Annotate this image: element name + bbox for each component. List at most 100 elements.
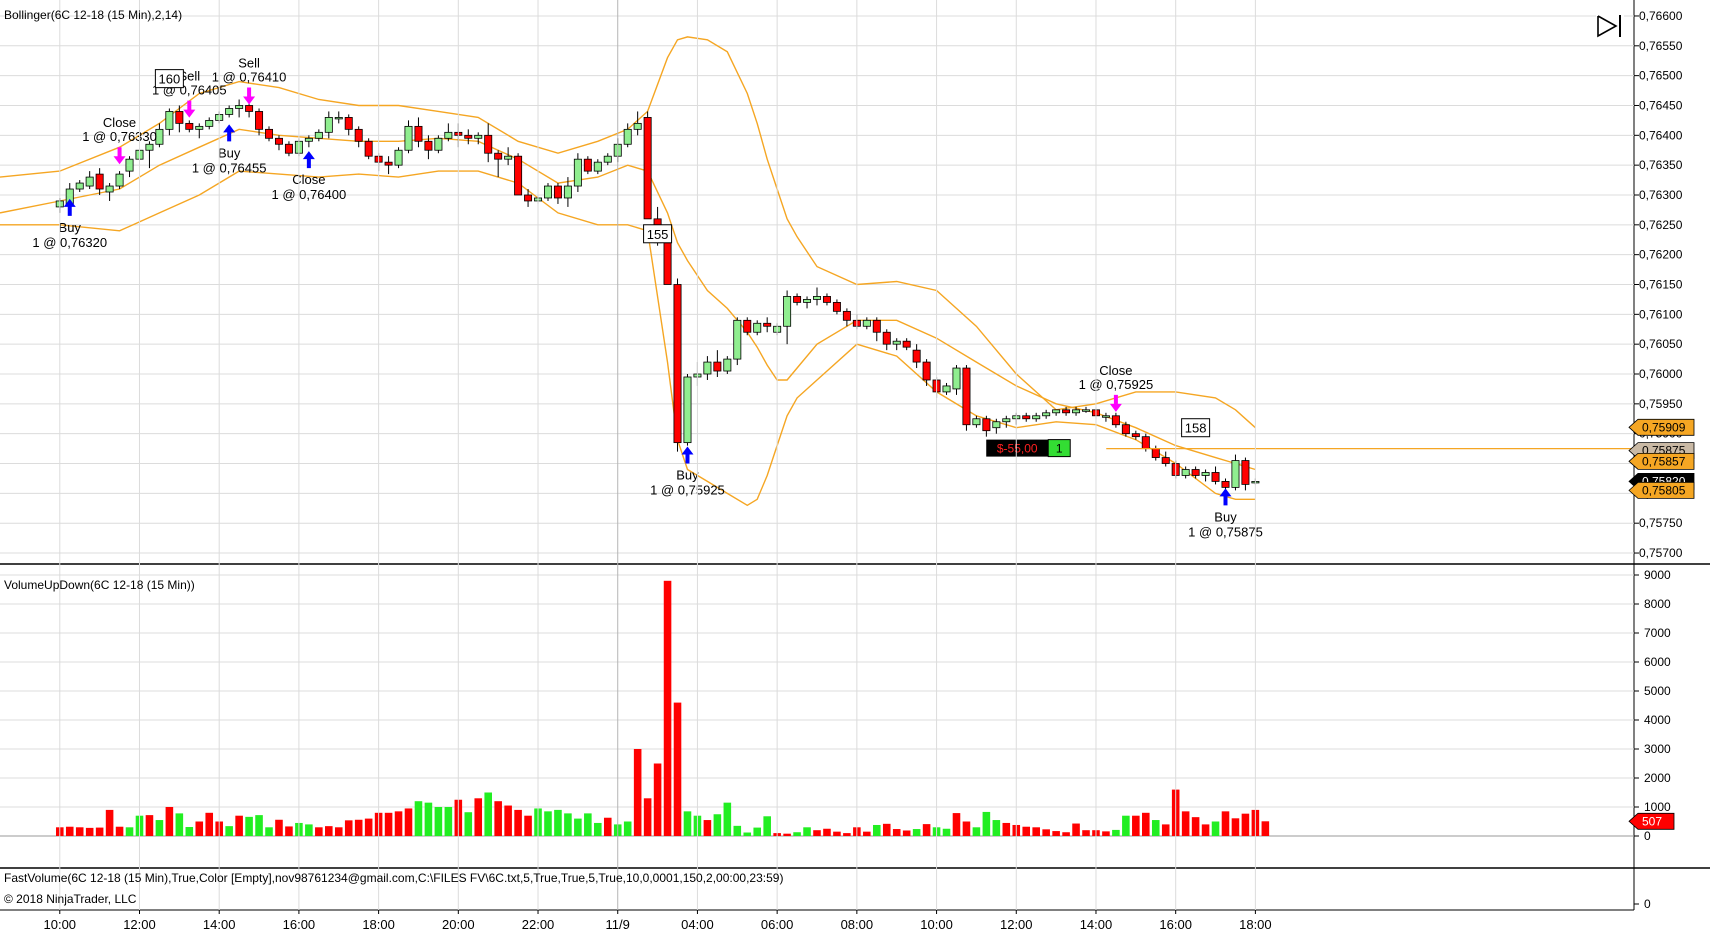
volume-y-label: 8000 (1644, 597, 1671, 611)
candle (1032, 412, 1041, 422)
price-panel-title: Bollinger(6C 12-18 (15 Min),2,14) (4, 8, 182, 22)
candle (165, 108, 174, 136)
candle (573, 153, 582, 193)
candle (474, 132, 483, 145)
volume-bar (1022, 826, 1031, 836)
candle-body (364, 140, 373, 157)
candle (424, 135, 433, 160)
volume-bar (65, 826, 74, 836)
trade-label-fill: 1 @ 0,75875 (1188, 524, 1263, 539)
x-tick-label: 10:00 (44, 917, 77, 932)
candle-body (563, 185, 572, 199)
candle-body (623, 128, 632, 145)
candle-body (1211, 472, 1220, 482)
candle (633, 111, 642, 136)
candle-body (713, 361, 722, 372)
price-grid: 0,76600 0,76550 0,76500 0,76450 0,76400 0,763… (0, 9, 1683, 560)
candle (952, 365, 961, 395)
candle-body (803, 299, 812, 303)
candle-body (314, 131, 323, 139)
x-tick-label: 08:00 (841, 917, 874, 932)
candle (504, 147, 513, 166)
price-tag-shape (1628, 481, 1695, 499)
candle-body (912, 349, 921, 363)
candle-body (274, 137, 283, 145)
volume-y-label: 2000 (1644, 771, 1671, 785)
candle-body (225, 108, 234, 115)
x-tick-label: 18:00 (362, 917, 395, 932)
trade-count-boxes: 160 155 158 (154, 69, 1211, 438)
y-tick-label: 0,76150 (1639, 278, 1683, 292)
candle-body (1032, 415, 1041, 420)
candle-body (444, 131, 453, 139)
candle (663, 236, 672, 285)
candle-body (1062, 409, 1071, 414)
candle (414, 117, 423, 148)
volume-bar (354, 819, 363, 836)
candle (145, 141, 154, 169)
candle (394, 147, 403, 169)
candle (723, 356, 732, 375)
candle (1072, 406, 1081, 416)
candle (703, 356, 712, 380)
volume-bar (783, 833, 791, 836)
volume-bar (275, 819, 283, 836)
volume-bar (464, 812, 473, 836)
price-tag-shape (1628, 418, 1695, 436)
y-tick-label: 0,76350 (1639, 158, 1683, 172)
candle (1121, 421, 1130, 437)
volume-bar (474, 798, 483, 836)
candle (494, 150, 503, 178)
candle (803, 296, 812, 309)
time-axis: 10:00 12:00 14:00 16:00 18:00 20:00 22:00 11/9 0… (44, 0, 1272, 932)
candle (225, 105, 234, 118)
volume-y-label: 7000 (1644, 626, 1671, 640)
y-tick-label: 0,76100 (1639, 307, 1683, 321)
trade-label-fill: 1 @ 0,76410 (212, 70, 287, 85)
volume-bar (1241, 813, 1250, 836)
candle-body (1151, 448, 1160, 458)
candle (583, 156, 592, 175)
candle (553, 183, 562, 204)
volume-bar (653, 763, 662, 836)
position-pnl-box (986, 439, 1049, 457)
candle (1181, 466, 1190, 479)
candle-body (354, 128, 363, 142)
candle (673, 278, 682, 452)
trade-label-action: Buy (59, 220, 82, 235)
play-to-end-icon[interactable] (1596, 12, 1624, 38)
candle (643, 111, 652, 220)
candle (334, 111, 343, 124)
candle-body (1082, 409, 1090, 412)
candle (862, 317, 871, 330)
trade-label-action: Close (103, 115, 136, 130)
volume-bar (623, 821, 632, 836)
volume-bar (494, 801, 502, 836)
candle (85, 171, 94, 190)
candle (404, 120, 413, 154)
candle-body (1042, 412, 1051, 417)
volume-bar (753, 827, 762, 836)
y-tick-label: 0,76500 (1639, 69, 1683, 83)
candle-body (583, 158, 592, 172)
candle (1082, 406, 1090, 413)
volume-y-label: 0 (1644, 829, 1651, 843)
volume-bar (414, 801, 423, 836)
volume-bar (325, 826, 333, 836)
candle (434, 135, 443, 154)
candle-body (235, 105, 244, 109)
candle-body (85, 176, 94, 187)
volume-bar (1082, 830, 1090, 836)
volume-y-label: 6000 (1644, 655, 1671, 669)
volume-bar (723, 802, 732, 836)
candle (265, 126, 273, 142)
volume-bar (155, 820, 164, 836)
candle-body (484, 134, 493, 154)
candle (683, 374, 692, 446)
